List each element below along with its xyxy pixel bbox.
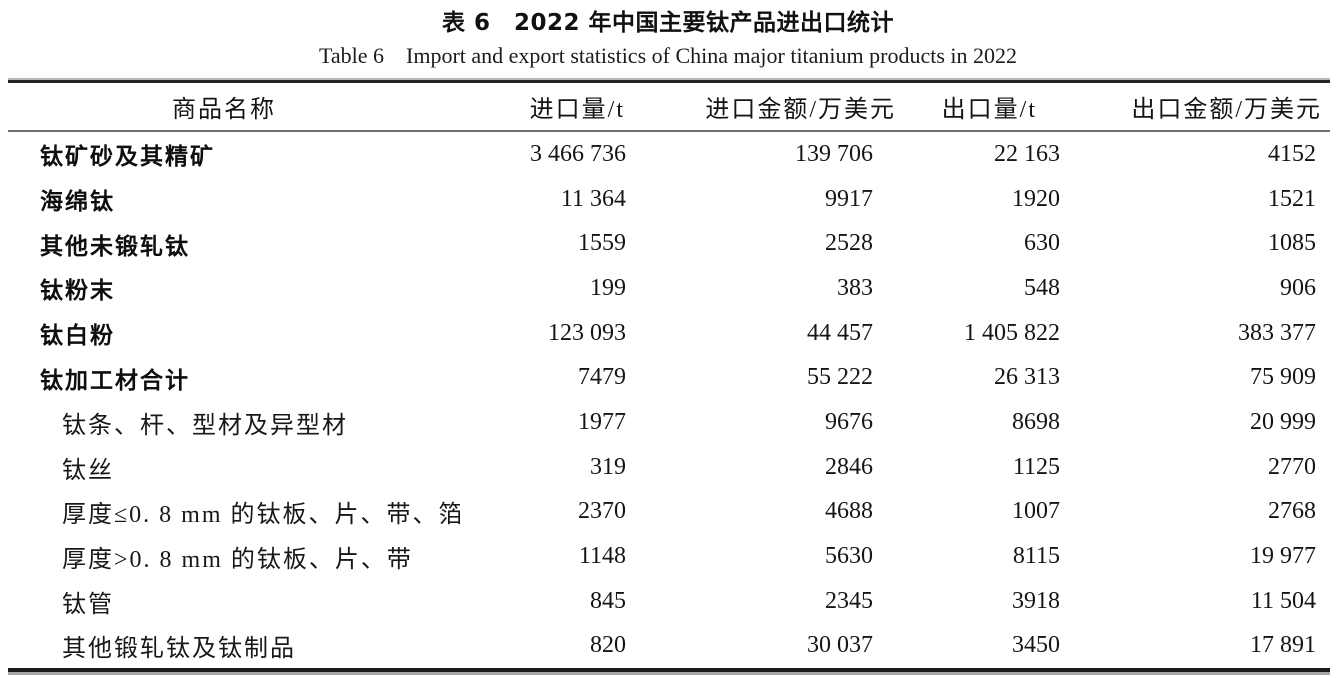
export-qty-cell: 548 (1024, 274, 1060, 301)
product-name-cell: 其他未锻轧钛 (40, 233, 190, 260)
import-export-table: 商品名称 进口量/t 进口金额/万美元 出口量/t 出口金额/万美元 钛矿砂及其… (8, 80, 1330, 673)
product-name-cell: 钛加工材合计 (40, 367, 190, 394)
import-qty-cell: 1148 (578, 543, 626, 570)
product-name-cell: 钛白粉 (40, 323, 115, 350)
table-row: 其他未锻轧钛 1559 2528 630 1085 (8, 221, 1330, 266)
product-name-cell: 厚度≤0. 8 mm 的钛板、片、带、箔 (62, 502, 460, 529)
export-qty-cell: 1920 (1012, 185, 1060, 212)
table-row: 厚度≤0. 8 mm 的钛板、片、带、箔 2370 4688 1007 2768 (8, 490, 1330, 535)
import-qty-cell: 820 (590, 632, 626, 659)
import-qty-cell: 11 364 (560, 185, 626, 212)
column-header-export-quantity: 出口量/t (900, 81, 1080, 132)
export-value-cell: 1085 (1268, 230, 1316, 257)
table-body: 钛矿砂及其精矿 3 466 736 139 706 22 163 4152 海绵钛 11 3… (8, 131, 1330, 670)
product-name-cell: 钛条、杆、型材及异型材 (62, 412, 348, 439)
table-row: 海绵钛 11 364 9917 1920 1521 (8, 177, 1330, 222)
import-value-cell: 2528 (825, 230, 873, 257)
export-qty-cell: 1125 (1012, 453, 1060, 480)
import-value-cell: 2345 (825, 587, 873, 614)
export-value-cell: 20 999 (1250, 408, 1316, 435)
table-row: 钛条、杆、型材及异型材 1977 9676 8698 20 999 (8, 400, 1330, 445)
import-value-cell: 9676 (825, 408, 873, 435)
export-qty-cell: 26 313 (994, 364, 1060, 391)
export-value-cell: 75 909 (1250, 364, 1316, 391)
import-value-cell: 30 037 (807, 632, 873, 659)
export-qty-cell: 3918 (1012, 587, 1060, 614)
export-value-cell: 1521 (1268, 185, 1316, 212)
table-caption-english: Table 6 Import and export statistics of … (318, 43, 1018, 68)
import-qty-cell: 1559 (578, 230, 626, 257)
column-header-export-value: 出口金额/万美元 (1080, 81, 1330, 132)
export-value-cell: 2768 (1268, 498, 1316, 525)
import-value-cell: 44 457 (807, 319, 873, 346)
import-qty-cell: 7479 (578, 364, 626, 391)
product-name-cell: 其他锻轧钛及钛制品 (62, 636, 296, 663)
column-header-import-quantity: 进口量/t (460, 81, 650, 132)
import-value-cell: 2846 (825, 453, 873, 480)
table-row: 钛加工材合计 7479 55 222 26 313 75 909 (8, 355, 1330, 400)
table-row: 钛管 845 2345 3918 11 504 (8, 579, 1330, 624)
export-value-cell: 17 891 (1250, 632, 1316, 659)
export-value-cell: 383 377 (1238, 319, 1316, 346)
export-value-cell: 906 (1280, 274, 1316, 301)
import-qty-cell: 123 093 (548, 319, 626, 346)
export-qty-cell: 8698 (1012, 408, 1060, 435)
export-qty-cell: 22 163 (994, 140, 1060, 167)
table-row: 厚度>0. 8 mm 的钛板、片、带 1148 5630 8115 19 977 (8, 534, 1330, 579)
product-name-cell: 钛粉末 (40, 278, 115, 305)
product-name-cell: 钛管 (62, 591, 114, 618)
product-name-cell: 钛丝 (62, 457, 114, 484)
import-value-cell: 139 706 (795, 140, 873, 167)
table-row: 钛白粉 123 093 44 457 1 405 822 383 377 (8, 311, 1330, 356)
table-row: 钛丝 319 2846 1125 2770 (8, 445, 1330, 490)
table-row: 其他锻轧钛及钛制品 820 30 037 3450 17 891 (8, 624, 1330, 671)
import-value-cell: 9917 (825, 185, 873, 212)
table-row: 钛粉末 199 383 548 906 (8, 266, 1330, 311)
import-qty-cell: 3 466 736 (530, 140, 626, 167)
import-qty-cell: 1977 (578, 408, 626, 435)
export-qty-cell: 8115 (1012, 543, 1060, 570)
export-value-cell: 2770 (1268, 453, 1316, 480)
export-qty-cell: 630 (1024, 230, 1060, 257)
import-value-cell: 4688 (825, 498, 873, 525)
export-value-cell: 4152 (1268, 140, 1316, 167)
export-qty-cell: 3450 (1012, 632, 1060, 659)
import-qty-cell: 319 (590, 453, 626, 480)
import-value-cell: 5630 (825, 543, 873, 570)
export-value-cell: 19 977 (1250, 543, 1316, 570)
column-header-product-name: 商品名称 (8, 81, 460, 132)
table-caption-chinese: 表 6 2022 年中国主要钛产品进出口统计 (441, 10, 895, 36)
import-qty-cell: 2370 (578, 498, 626, 525)
product-name-cell: 钛矿砂及其精矿 (40, 144, 215, 171)
table-row: 钛矿砂及其精矿 3 466 736 139 706 22 163 4152 (8, 131, 1330, 177)
column-header-import-value: 进口金额/万美元 (650, 81, 900, 132)
product-name-cell: 海绵钛 (40, 189, 115, 216)
export-value-cell: 11 504 (1250, 587, 1316, 614)
import-qty-cell: 845 (590, 587, 626, 614)
import-value-cell: 383 (837, 274, 873, 301)
export-qty-cell: 1007 (1012, 498, 1060, 525)
header-row: 商品名称 进口量/t 进口金额/万美元 出口量/t 出口金额/万美元 (8, 81, 1330, 132)
product-name-cell: 厚度>0. 8 mm 的钛板、片、带 (62, 547, 413, 574)
import-qty-cell: 199 (590, 274, 626, 301)
import-value-cell: 55 222 (807, 364, 873, 391)
export-qty-cell: 1 405 822 (964, 319, 1060, 346)
